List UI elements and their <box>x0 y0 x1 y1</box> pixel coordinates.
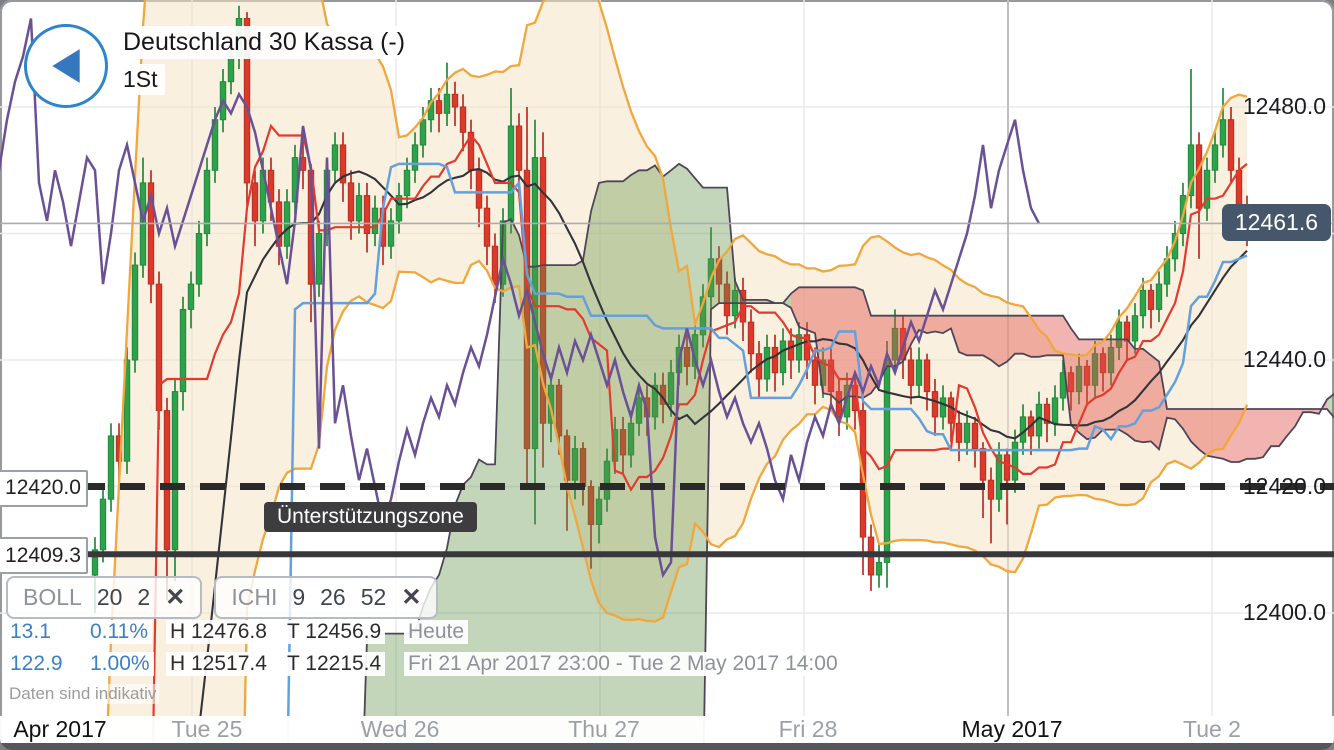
time-axis-label: Thu 27 <box>568 716 640 742</box>
change-value: 13.1 <box>6 620 55 644</box>
price-axis-label: 12420.0 <box>1242 472 1326 499</box>
disclaimer-text: Daten sind indikativ <box>6 684 160 704</box>
time-axis[interactable]: Apr 2017 Tue 25 Wed 26 Thu 27 Fri 28 May 2017… <box>0 716 1334 743</box>
ichi-chip-label: ICHI <box>231 584 278 610</box>
current-price-badge: 12461.6 <box>1221 204 1331 242</box>
boll-close-icon[interactable]: ✕ <box>165 584 186 611</box>
low-value: T 12215.4 <box>283 652 386 676</box>
ichi-param-tenkan: 9 <box>292 584 306 610</box>
low-value: T 12456.9 <box>283 620 386 644</box>
boll-param-period: 20 <box>96 584 123 610</box>
back-arrow-icon <box>52 49 80 83</box>
change-percent: 1.00% <box>86 652 154 676</box>
time-axis-label: Wed 26 <box>360 716 440 742</box>
boll-chip-label: BOLL <box>23 584 82 610</box>
ichi-close-icon[interactable]: ✕ <box>401 584 422 611</box>
range-label: Heute <box>404 620 469 644</box>
time-axis-label: May 2017 <box>953 716 1071 743</box>
high-value: H 12476.8 <box>166 620 271 644</box>
range-label: Fri 21 Apr 2017 23:00 - Tue 2 May 2017 1… <box>404 652 842 676</box>
price-axis-label: 12400.0 <box>1242 599 1326 625</box>
level-price-box: 12409.3 <box>0 537 88 575</box>
boll-indicator-chip[interactable]: BOLL 20 2 ✕ <box>6 576 203 619</box>
ichi-param-kijun: 26 <box>320 584 346 610</box>
price-axis-label: 12440.0 <box>1242 346 1326 372</box>
bottom-bar <box>0 743 1334 750</box>
ichi-indicator-chip[interactable]: ICHI 9 26 52 ✕ <box>214 576 439 619</box>
time-axis-label: Apr 2017 <box>5 716 115 743</box>
back-button[interactable] <box>24 24 108 108</box>
indicator-chips: BOLL 20 2 ✕ ICHI 9 26 52 ✕ <box>6 576 439 619</box>
level-price-box: 12420.0 <box>0 469 88 507</box>
high-value: H 12517.4 <box>166 652 271 676</box>
instrument-title: Deutschland 30 Kassa (-) <box>116 26 413 59</box>
time-axis-label: Tue 25 <box>171 716 243 742</box>
support-zone-label: Ünterstützungszone <box>264 502 477 532</box>
stats-row-today: 13.1 0.11% H 12476.8 T 12456.9 Heute <box>0 620 900 646</box>
timeframe-label: 1St <box>116 64 165 95</box>
stats-row-range: 122.9 1.00% H 12517.4 T 12215.4 Fri 21 A… <box>0 652 900 678</box>
time-axis-label: Tue 2 <box>1183 716 1241 742</box>
price-axis-label: 12480.0 <box>1242 93 1326 119</box>
change-percent: 0.11% <box>86 620 152 644</box>
ichi-param-senkou: 52 <box>360 584 387 610</box>
change-value: 122.9 <box>6 652 67 676</box>
boll-param-dev: 2 <box>137 584 151 610</box>
time-axis-label: Fri 28 <box>778 716 838 742</box>
